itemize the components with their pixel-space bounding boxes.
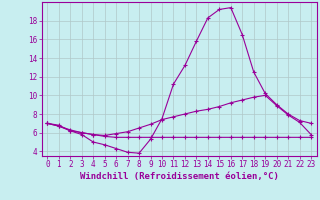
X-axis label: Windchill (Refroidissement éolien,°C): Windchill (Refroidissement éolien,°C): [80, 172, 279, 181]
